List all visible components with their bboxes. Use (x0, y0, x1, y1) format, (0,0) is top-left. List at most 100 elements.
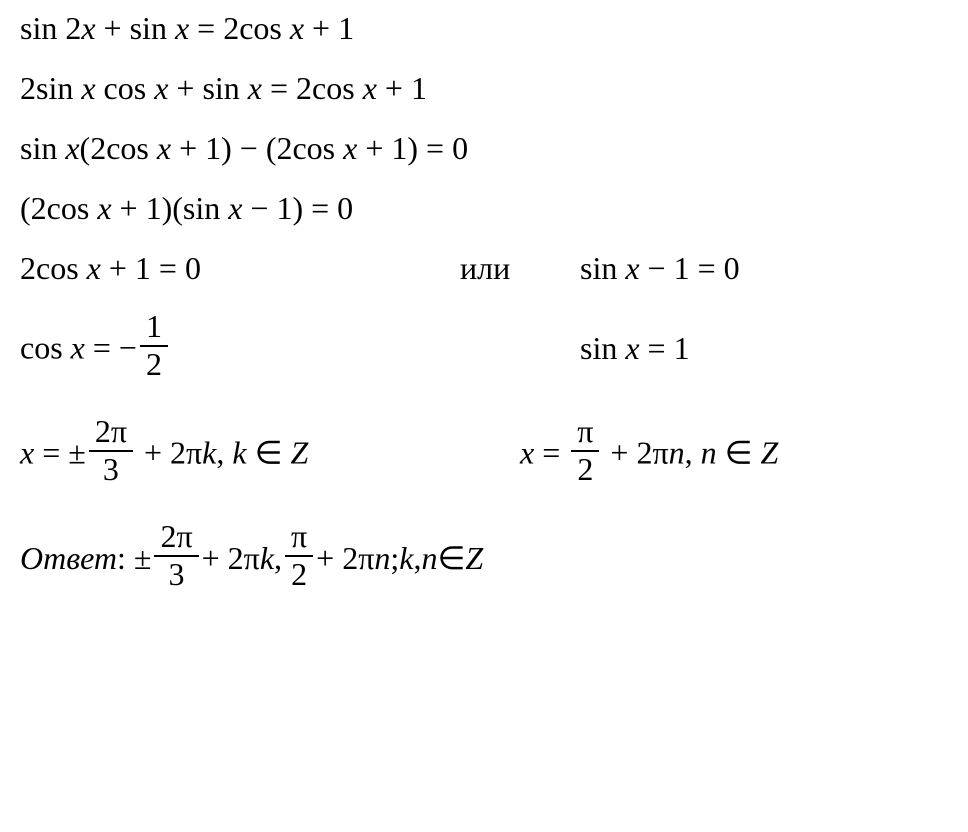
math-solution: sin 2x + sin x = 2cos x + 1 2sin x cos x… (0, 0, 968, 606)
text: = ± (34, 435, 86, 471)
equation-line-6: cos x = −12 sin x = 1 (20, 312, 948, 383)
var-x: x (157, 130, 171, 166)
var-x: x (154, 70, 168, 106)
var-n: n (374, 542, 390, 574)
equation-line-5: 2cos x + 1 = 0 или sin x − 1 = 0 (20, 252, 948, 284)
text: ; (390, 542, 399, 574)
text: + sin (96, 10, 175, 46)
denominator: 2 (571, 452, 599, 487)
text: + 1) − (2cos (171, 130, 343, 166)
case-right: sin x = 1 (460, 332, 948, 364)
text: + 1) = 0 (357, 130, 468, 166)
set-Z: Z (465, 542, 483, 574)
text: + 2π (202, 542, 260, 574)
text: , (413, 542, 421, 574)
text: , (685, 435, 701, 471)
text: = − (85, 330, 137, 366)
var-x: x (97, 190, 111, 226)
numerator: π (571, 415, 599, 452)
text: sin (580, 250, 625, 286)
set-Z: Z (760, 435, 778, 471)
var-x: x (290, 10, 304, 46)
text: sin 2 (20, 10, 81, 46)
text: ∈ (717, 435, 761, 471)
var-x: x (625, 250, 639, 286)
var-k: k (260, 542, 274, 574)
solution-left: x = ±2π3 + 2πk, k ∈ Z (20, 417, 460, 488)
var-n: n (701, 435, 717, 471)
text: : ± (117, 542, 151, 574)
var-x: x (71, 330, 85, 366)
text: 2sin (20, 70, 81, 106)
case-right: sin x − 1 = 0 (580, 252, 948, 284)
text: cos (20, 330, 71, 366)
fraction: π2 (285, 520, 313, 591)
denominator: 3 (89, 452, 133, 487)
var-x: x (625, 330, 639, 366)
text: + 1 (304, 10, 354, 46)
var-x: x (343, 130, 357, 166)
text: + 2π (316, 542, 374, 574)
var-k: k (399, 542, 413, 574)
text: = 1 (640, 330, 690, 366)
denominator: 3 (154, 557, 198, 592)
numerator: 2π (89, 415, 133, 452)
var-k: k (232, 435, 246, 471)
var-x: x (81, 10, 95, 46)
text: sin (580, 330, 625, 366)
equation-line-1: sin 2x + sin x = 2cos x + 1 (20, 12, 948, 44)
denominator: 2 (140, 347, 168, 382)
case-left: 2cos x + 1 = 0 (20, 252, 460, 284)
equation-line-7: x = ±2π3 + 2πk, k ∈ Z x = π2 + 2πn, n ∈ … (20, 417, 948, 488)
text: + 1)(sin (112, 190, 229, 226)
text: (2cos (80, 130, 157, 166)
text: = 2cos (262, 70, 363, 106)
text: = 2cos (189, 10, 290, 46)
numerator: 2π (154, 520, 198, 557)
or-word: или (460, 252, 580, 284)
var-x: x (81, 70, 95, 106)
case-left: cos x = −12 (20, 312, 460, 383)
equation-line-4: (2cos x + 1)(sin x − 1) = 0 (20, 192, 948, 224)
var-k: k (202, 435, 216, 471)
text: − 1) = 0 (242, 190, 353, 226)
var-x: x (65, 130, 79, 166)
set-Z: Z (290, 435, 308, 471)
text: sin (20, 130, 65, 166)
text: 2cos (20, 250, 87, 286)
equation-line-3: sin x(2cos x + 1) − (2cos x + 1) = 0 (20, 132, 948, 164)
var-n: n (421, 542, 437, 574)
var-x: x (520, 435, 534, 471)
answer-label: Ответ (20, 542, 117, 574)
fraction: π2 (571, 415, 599, 486)
fraction: 12 (140, 310, 168, 381)
equation-line-2: 2sin x cos x + sin x = 2cos x + 1 (20, 72, 948, 104)
text: cos (96, 70, 155, 106)
var-x: x (248, 70, 262, 106)
text: + 1 = 0 (101, 250, 201, 286)
solution-right: x = π2 + 2πn, n ∈ Z (460, 417, 948, 488)
var-x: x (20, 435, 34, 471)
text: + sin (168, 70, 247, 106)
text: , (274, 542, 282, 574)
text: ∈ (437, 542, 465, 574)
var-x: x (363, 70, 377, 106)
denominator: 2 (285, 557, 313, 592)
text: (2cos (20, 190, 97, 226)
numerator: 1 (140, 310, 168, 347)
text: ∈ (247, 435, 291, 471)
text: + 1 (377, 70, 427, 106)
text: − 1 = 0 (640, 250, 740, 286)
answer-line: Ответ : ±2π3 + 2πk, π2 + 2πn; k, n ∈ Z (20, 522, 948, 593)
numerator: π (285, 520, 313, 557)
text: + 2π (602, 435, 668, 471)
fraction: 2π3 (154, 520, 198, 591)
var-x: x (87, 250, 101, 286)
var-x: x (175, 10, 189, 46)
text: , (216, 435, 232, 471)
var-n: n (669, 435, 685, 471)
var-x: x (228, 190, 242, 226)
text: + 2π (136, 435, 202, 471)
text: = (534, 435, 568, 471)
fraction: 2π3 (89, 415, 133, 486)
